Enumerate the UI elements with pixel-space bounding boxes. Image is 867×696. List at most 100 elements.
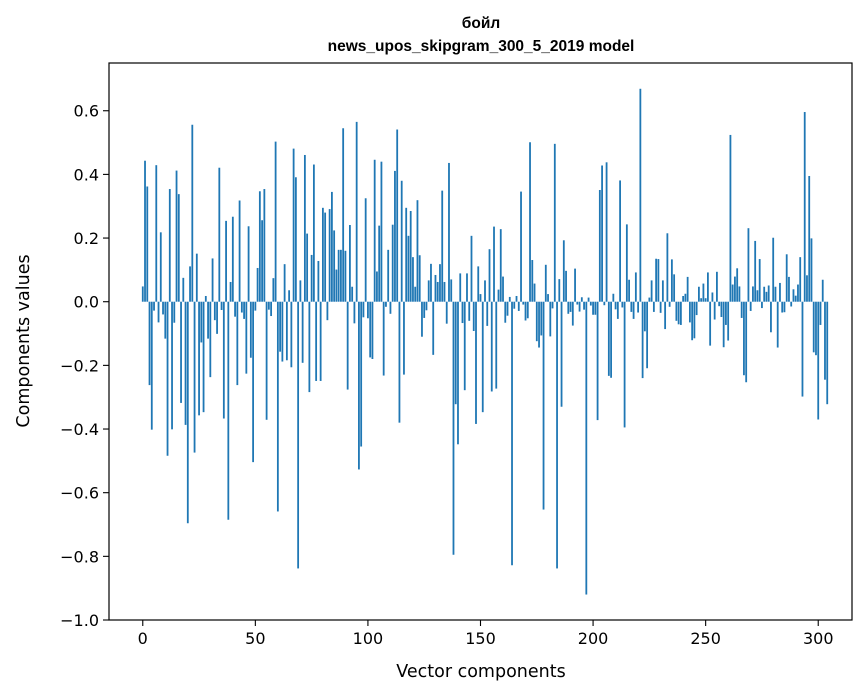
bar-243 — [688, 301, 691, 323]
bar-194 — [578, 301, 581, 312]
bar-74 — [308, 301, 311, 393]
bar-127 — [427, 280, 430, 302]
bar-66 — [290, 301, 293, 368]
bar-97 — [360, 301, 363, 447]
bar-227 — [652, 301, 655, 312]
bar-58 — [272, 278, 275, 302]
bar-257 — [720, 301, 723, 317]
bar-116 — [403, 301, 405, 375]
bar-139 — [454, 301, 457, 405]
bar-297 — [810, 238, 813, 302]
bar-61 — [279, 301, 282, 352]
bar-178 — [542, 301, 545, 510]
bar-33 — [216, 301, 218, 334]
bar-289 — [792, 289, 795, 302]
bar-65 — [288, 290, 291, 302]
x-axis-label: Vector components — [396, 662, 565, 682]
bar-121 — [414, 286, 417, 302]
bar-225 — [648, 297, 651, 302]
bar-125 — [423, 301, 426, 318]
bar-51 — [256, 267, 259, 302]
bar-204 — [601, 165, 603, 302]
bar-213 — [621, 301, 624, 308]
bar-232 — [664, 301, 667, 330]
y-axis-label: Components values — [14, 254, 34, 427]
bar-203 — [598, 190, 601, 302]
bar-40 — [231, 216, 234, 302]
bar-283 — [779, 282, 781, 302]
bar-140 — [457, 301, 459, 445]
y-tick-label: 0.4 — [74, 165, 99, 184]
bar-173 — [531, 260, 534, 302]
bar-31 — [211, 258, 214, 302]
bar-284 — [781, 301, 784, 313]
bar-145 — [468, 301, 471, 321]
bar-268 — [745, 301, 748, 383]
bar-84 — [331, 191, 333, 302]
chart-subtitle: news_upos_skipgram_300_5_2019 model — [328, 38, 635, 55]
bar-130 — [434, 274, 437, 302]
bar-276 — [763, 286, 766, 302]
bar-108 — [385, 301, 387, 307]
bar-263 — [734, 276, 736, 302]
bar-128 — [430, 263, 432, 302]
bar-105 — [378, 225, 381, 302]
bar-169 — [522, 301, 525, 305]
bar-298 — [812, 301, 815, 353]
bar-54 — [263, 189, 266, 302]
bar-141 — [459, 273, 462, 302]
bar-7 — [157, 301, 160, 323]
bar-102 — [371, 301, 374, 359]
bar-185 — [558, 279, 561, 302]
bar-12 — [168, 189, 171, 302]
bar-285 — [783, 301, 786, 313]
bar-183 — [553, 143, 556, 302]
bar-75 — [310, 254, 313, 302]
bar-99 — [364, 198, 367, 302]
bar-18 — [182, 277, 185, 302]
y-tick-label: −0.2 — [60, 356, 99, 375]
bar-296 — [808, 175, 811, 302]
bar-195 — [580, 297, 583, 302]
bar-221 — [639, 88, 642, 302]
bar-176 — [538, 301, 540, 348]
bar-168 — [520, 191, 522, 302]
bar-162 — [506, 301, 509, 316]
bar-111 — [391, 224, 394, 302]
x-tick-label: 50 — [245, 629, 265, 648]
bar-96 — [358, 301, 360, 470]
bar-280 — [772, 237, 775, 302]
bar-274 — [758, 259, 761, 302]
bar-59 — [274, 141, 277, 302]
bar-235 — [670, 259, 673, 302]
x-axis-ticks: 0 50 100 150 200 250 300 — [138, 620, 834, 648]
bar-100 — [367, 301, 369, 319]
bar-43 — [238, 200, 241, 302]
bar-131 — [436, 281, 439, 302]
bar-193 — [576, 301, 579, 305]
bar-290 — [794, 295, 797, 302]
plot-frame — [108, 62, 853, 621]
bar-161 — [504, 301, 507, 323]
y-tick-label: 0.6 — [74, 102, 99, 121]
bar-211 — [616, 301, 619, 319]
bar-68 — [294, 177, 297, 302]
bar-142 — [461, 301, 464, 324]
bar-277 — [765, 291, 768, 302]
bar-157 — [495, 301, 498, 389]
bar-120 — [412, 257, 414, 302]
bar-109 — [387, 249, 390, 302]
bar-262 — [731, 284, 734, 302]
bar-87 — [337, 249, 340, 302]
bar-266 — [740, 301, 743, 318]
bar-223 — [643, 301, 646, 332]
y-tick-label: −1.0 — [60, 611, 99, 630]
bar-60 — [276, 301, 279, 512]
bar-303 — [824, 301, 826, 380]
bar-3 — [148, 301, 151, 386]
bar-294 — [803, 112, 806, 302]
bar-172 — [529, 142, 531, 302]
bar-180 — [547, 294, 549, 302]
bar-260 — [727, 301, 730, 341]
